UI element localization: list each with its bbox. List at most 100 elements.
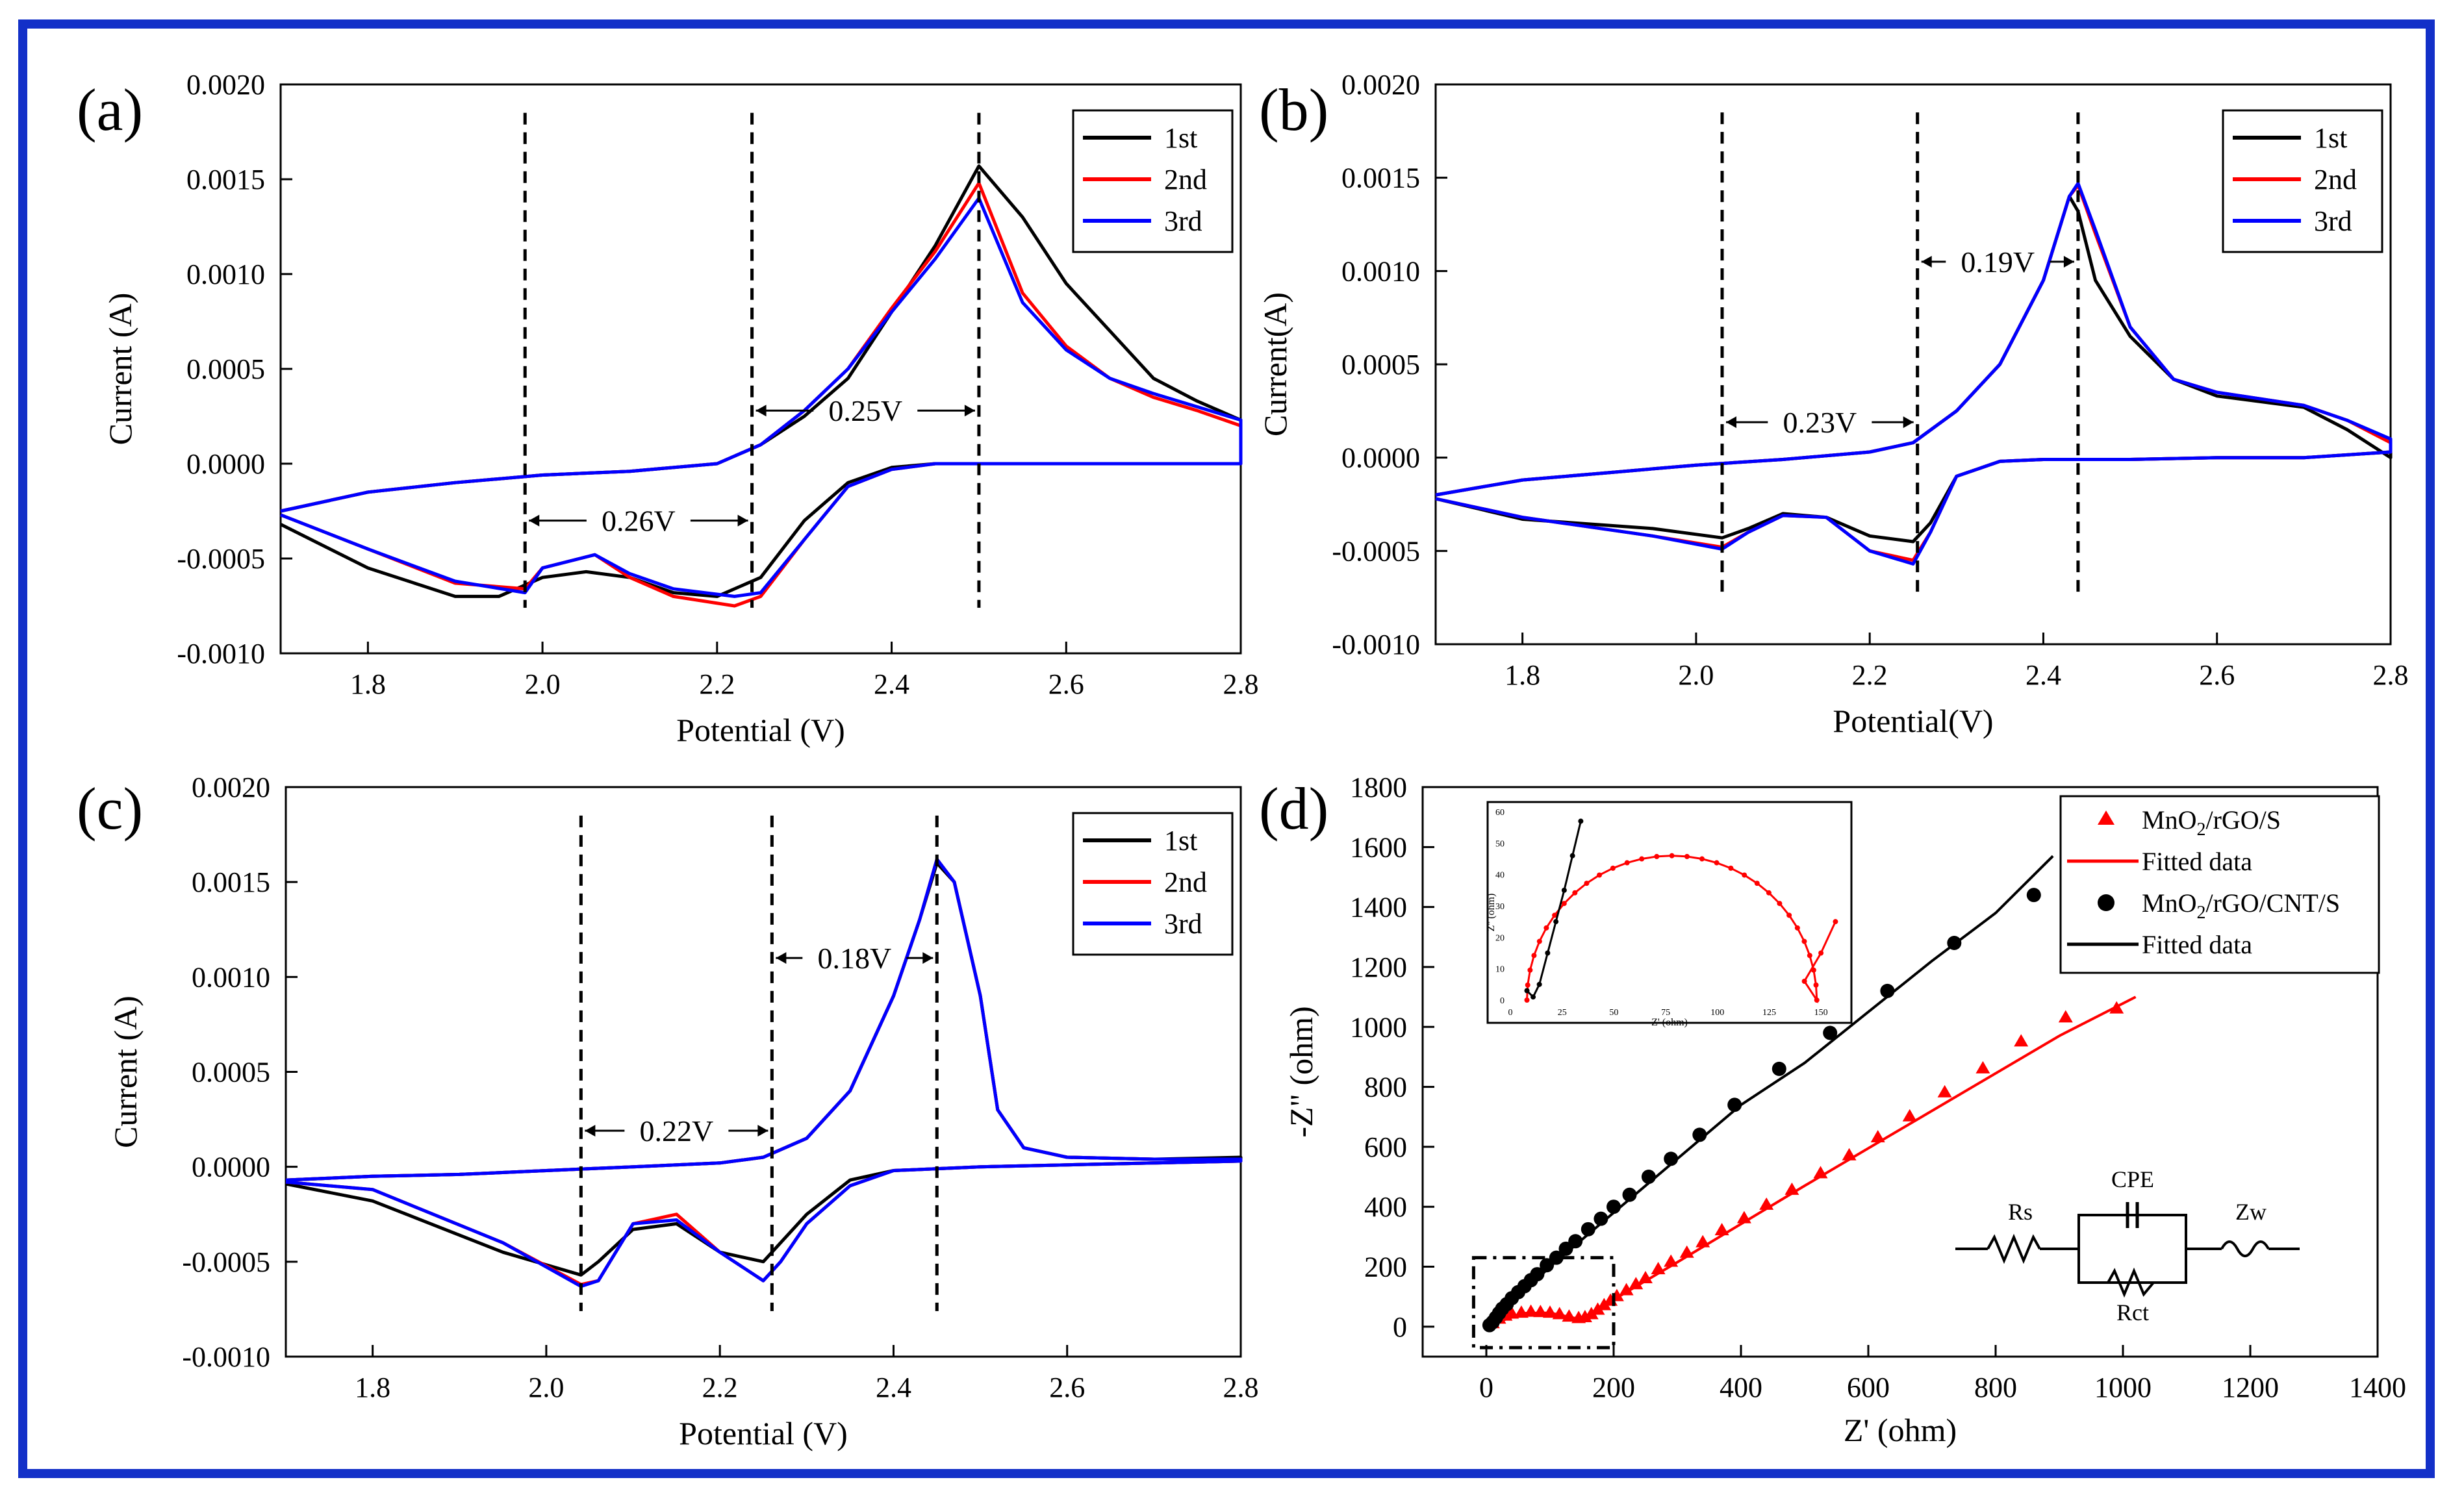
inset-red-point	[1684, 853, 1690, 859]
inset-red-point	[1801, 938, 1807, 944]
legend-label: 1st	[1164, 122, 1197, 154]
inset-y-tick-label: 50	[1495, 839, 1505, 849]
inset-red-point	[1624, 860, 1630, 866]
y-tick-label: -0.0005	[182, 1246, 270, 1278]
inset-black-point	[1578, 818, 1584, 824]
y-tick-label: 0.0000	[186, 448, 265, 480]
inset-red-point	[1536, 938, 1542, 944]
inset-red-point	[1766, 890, 1772, 896]
x-tick-label: 400	[1720, 1372, 1762, 1403]
inset-black-point	[1545, 950, 1551, 956]
x-tick-label: 2.6	[1048, 668, 1084, 700]
data-point-triangle	[1975, 1060, 1990, 1073]
x-tick-label: 2.2	[1852, 659, 1888, 691]
inset-x-tick-label: 50	[1609, 1008, 1618, 1018]
y-tick-label: 1000	[1350, 1011, 1407, 1043]
panel-d-label-group: (d)	[1259, 775, 1328, 842]
inset-red-point	[1584, 881, 1590, 886]
inset-red-point	[1524, 998, 1530, 1003]
legend-label: Fitted data	[2142, 930, 2252, 959]
y-tick-label: 0	[1393, 1311, 1407, 1343]
y-tick-label: 0.0015	[192, 866, 270, 898]
inset-red-point	[1597, 872, 1603, 878]
legend-label: Fitted data	[2142, 847, 2252, 876]
y-tick-label: -0.0010	[182, 1341, 270, 1373]
inset-red-point	[1833, 919, 1838, 925]
data-point-triangle	[1902, 1109, 1917, 1122]
legend-marker	[2098, 810, 2115, 825]
x-axis-label: Potential (V)	[676, 712, 845, 748]
legend-label: 2nd	[2314, 164, 2357, 195]
y-tick-label: 0.0020	[186, 69, 265, 101]
x-tick-label: 600	[1847, 1372, 1890, 1403]
y-tick-label: 0.0000	[192, 1151, 270, 1183]
y-tick-label: 400	[1364, 1191, 1407, 1223]
x-tick-label: 0	[1479, 1372, 1493, 1403]
inset-x-tick-label: 75	[1661, 1008, 1670, 1018]
inset-black-point	[1524, 988, 1530, 994]
inset-y-tick-label: 20	[1495, 933, 1505, 943]
y-axis-label: -Z" (ohm)	[1283, 1006, 1319, 1137]
inset-red-point	[1807, 953, 1812, 959]
warburg-element	[2220, 1240, 2270, 1257]
annotation-arrowhead	[1921, 255, 1932, 268]
series-line-3rd	[285, 857, 1243, 1288]
plot-frame	[1421, 786, 2379, 1358]
data-point-circle	[1530, 1267, 1545, 1282]
x-tick-label: 1000	[2094, 1372, 2152, 1403]
annotation-arrowhead	[1903, 416, 1914, 429]
data-point-circle	[1772, 1061, 1786, 1076]
inset-red-point	[1813, 982, 1819, 988]
y-axis-label: Current(A)	[1257, 292, 1293, 436]
annotation-arrowhead	[964, 405, 975, 417]
inset-black-point	[1569, 853, 1575, 859]
panel-1-plot: 1.8 2.0 2.2 2.4 2.6 2.8 -0.0010 -0.0005 0.0000 0.…	[1257, 69, 2409, 739]
y-tick-label: 800	[1364, 1072, 1407, 1103]
y-tick-label: -0.0005	[177, 543, 265, 575]
inset-x-tick-label: 125	[1762, 1008, 1776, 1018]
inset-x-tick-label: 100	[1710, 1008, 1724, 1018]
annotation-label: 0.25V	[828, 394, 902, 427]
panel-c-label-group: (c)	[77, 775, 143, 842]
legend-label: MnO2/rGO/CNT/S	[2142, 888, 2340, 923]
inset-black-point	[1561, 887, 1567, 893]
data-point-triangle	[1937, 1085, 1952, 1098]
rct-resistor	[2107, 1267, 2155, 1298]
inset-black-point	[1530, 994, 1536, 1000]
y-tick-label: 0.0005	[186, 353, 265, 385]
y-tick-label: -0.0005	[1332, 535, 1420, 567]
inset-x-axis-label: Z' (ohm)	[1651, 1017, 1688, 1028]
inset-red-point	[1786, 912, 1792, 918]
inset-red-point	[1754, 881, 1760, 886]
x-tick-label: 1.8	[350, 668, 386, 700]
inset-red-point	[1531, 953, 1537, 959]
x-axis-label: Z' (ohm)	[1844, 1412, 1957, 1448]
inset-y-tick-label: 60	[1495, 808, 1505, 818]
inset-red-point	[1561, 901, 1567, 907]
x-tick-label: 1200	[2222, 1372, 2279, 1403]
x-tick-label: 2.8	[2373, 659, 2409, 691]
inset-red-point	[1525, 982, 1530, 988]
data-point-circle	[1558, 1241, 1573, 1256]
y-tick-label: 1400	[1350, 892, 1407, 923]
data-point-circle	[1823, 1025, 1838, 1040]
legend-label: 2nd	[1164, 164, 1207, 195]
x-tick-label: 2.4	[874, 668, 909, 700]
inset-black-point	[1536, 981, 1542, 987]
annotation-label: 0.18V	[817, 942, 891, 975]
inset-x-tick-label: 150	[1814, 1008, 1828, 1018]
legend-marker	[2098, 894, 2115, 911]
inset-red-point	[1527, 967, 1533, 973]
y-tick-label: 0.0010	[192, 961, 270, 993]
annotation-arrowhead	[529, 514, 540, 527]
y-tick-label: 0.0010	[1341, 255, 1420, 287]
inset-red-point	[1610, 865, 1616, 871]
legend-label: 1st	[1164, 825, 1197, 857]
data-point-triangle	[1619, 1283, 1634, 1296]
y-tick-label: -0.0010	[1332, 629, 1420, 660]
inset-red-point	[1714, 860, 1720, 866]
inset-black-point	[1553, 919, 1559, 925]
y-tick-label: 1800	[1350, 772, 1407, 803]
y-tick-label: 600	[1364, 1131, 1407, 1163]
inset-red-point	[1742, 872, 1747, 878]
